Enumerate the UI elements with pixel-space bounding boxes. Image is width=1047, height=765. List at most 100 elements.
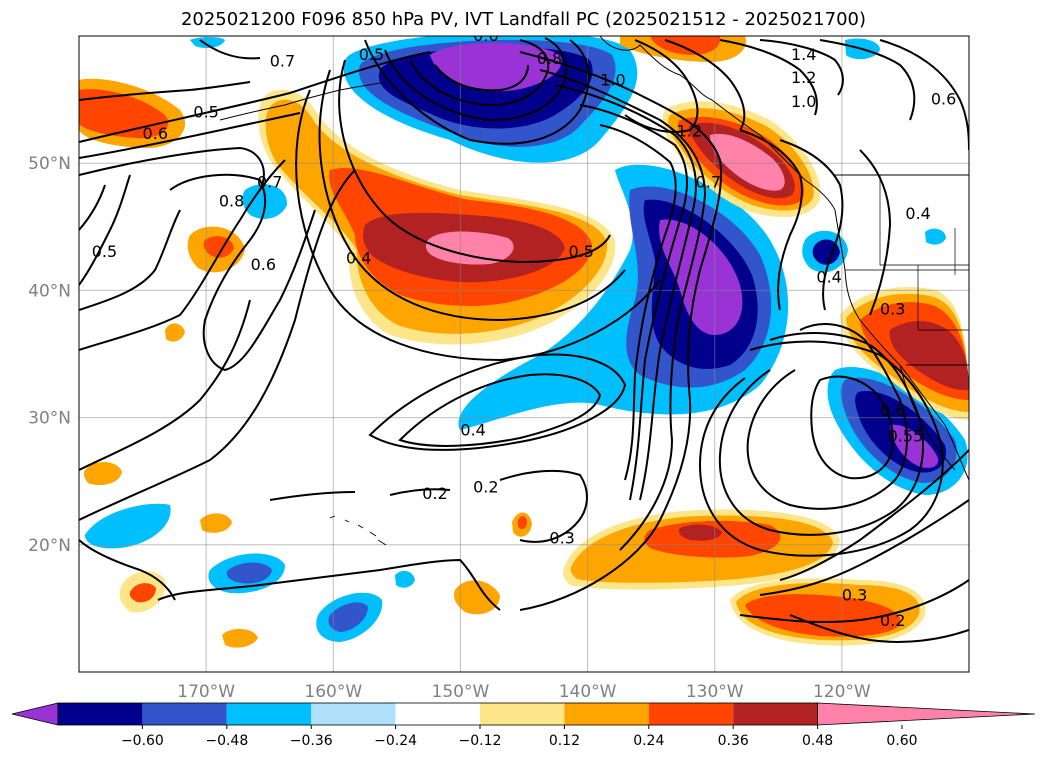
contour-line — [295, 89, 661, 362]
contour-line — [409, 39, 550, 107]
contour-line — [199, 39, 261, 60]
colorbar-bin — [395, 703, 480, 725]
contour-line — [79, 51, 431, 143]
contour-line — [739, 129, 803, 311]
contour-line — [79, 539, 176, 601]
coastline-alaska — [599, 36, 836, 211]
contour-line — [499, 469, 588, 543]
contour-label: 0.2 — [473, 478, 498, 497]
neg-anomaly-small-3-inner — [328, 602, 368, 632]
neg-anomaly-small-9 — [925, 228, 946, 245]
contour-line — [79, 299, 251, 471]
contour-line — [579, 104, 688, 501]
neg-anomaly-trough-core — [659, 219, 743, 335]
contour-line — [719, 39, 818, 116]
x-tick-label: 120°W — [813, 682, 871, 702]
contour-line — [698, 340, 944, 557]
contour-line — [269, 491, 356, 501]
colorbar-bin — [648, 703, 734, 725]
contour-label: 0.6 — [473, 26, 498, 45]
contour-line — [746, 323, 908, 510]
contour-line — [779, 139, 844, 311]
colorbar-extend-max — [817, 702, 1036, 726]
contour-line — [664, 39, 746, 131]
colorbar-label: 0.60 — [886, 733, 917, 749]
contour-line — [599, 124, 677, 481]
y-tick-label: 20°N — [28, 536, 71, 556]
contour-line — [79, 184, 106, 231]
contour-line — [718, 332, 924, 536]
chart-title: 2025021200 F096 850 hPa PV, IVT Landfall… — [180, 9, 867, 30]
contour-line — [759, 499, 969, 596]
contour-label: 0.7 — [270, 51, 295, 70]
colorbar-bin — [226, 703, 312, 725]
contour-line — [79, 112, 301, 159]
colorbar-label: 0.48 — [802, 733, 833, 749]
colorbar-bin — [733, 703, 818, 725]
colorbar-bin — [480, 703, 565, 725]
colorbar-label: 0.12 — [549, 733, 580, 749]
contour-line — [364, 39, 590, 145]
pos-anomaly-band-core — [425, 231, 514, 265]
contour-label: 0.2 — [422, 484, 447, 503]
x-tick-label: 150°W — [432, 682, 490, 702]
contour-line — [624, 39, 699, 133]
contour-line — [789, 614, 969, 643]
x-tick-label: 160°W — [304, 682, 362, 702]
contour-label: 0.5 — [359, 45, 384, 64]
colorbar-bin — [142, 703, 227, 725]
colorbar-label: −0.36 — [290, 733, 333, 749]
x-tick-label: 170°W — [177, 682, 235, 702]
y-tick-label: 30°N — [28, 409, 71, 429]
pos-anomaly-south-1-core — [678, 524, 722, 541]
contour-label: 1.2 — [677, 121, 702, 140]
neg-anomaly-small-8 — [395, 570, 415, 588]
y-tick-label: 40°N — [28, 281, 71, 301]
coastlines — [219, 36, 969, 546]
pos-anomaly-south-5 — [84, 461, 122, 486]
contour-label: 0.3 — [842, 586, 867, 605]
contour-label: 0.4 — [460, 420, 485, 439]
contour-labels: 0.7 0.5 0.6 0.8 1.0 1.2 1.4 1.2 1.0 0.6 0.5 0.6 0.7 0… — [92, 26, 957, 630]
pos-anomaly-swus-inner — [889, 321, 969, 391]
colorbar-bin — [311, 703, 396, 725]
contour-label: 0.7 — [257, 172, 282, 191]
contour-line — [318, 69, 626, 322]
contour-label: 0.5 — [193, 102, 218, 121]
colorbar-label: −0.60 — [121, 733, 164, 749]
contour-line — [398, 373, 602, 447]
contour-label: 0.6 — [880, 401, 905, 420]
contour-line — [384, 37, 568, 122]
pos-anomaly-south-7 — [222, 628, 258, 648]
contour-line — [519, 51, 723, 611]
contour-label: 1.0 — [791, 92, 816, 111]
colorbar-bin — [58, 703, 143, 725]
contour-line — [79, 146, 265, 191]
contour-label: 0.4 — [816, 268, 841, 287]
contour-line — [859, 149, 892, 316]
pos-anomaly-south-3-inner — [129, 583, 156, 603]
contour-line — [539, 69, 707, 551]
contour-label: 1.0 — [600, 71, 625, 90]
contour-line — [819, 39, 916, 121]
contour-label: 1.2 — [791, 68, 816, 87]
contour-label: 0.4 — [346, 249, 371, 268]
coastline-west-coast — [834, 209, 969, 481]
contour-label: 0.5 — [568, 242, 593, 261]
contour-line — [389, 488, 451, 496]
contour-line — [779, 449, 969, 581]
y-axis-ticks: 20°N 30°N 40°N 50°N — [28, 154, 71, 556]
map-frame — [78, 35, 970, 673]
contour-label: 0.8 — [537, 49, 562, 68]
colorbar-label: −0.48 — [205, 733, 248, 749]
contour-line — [434, 64, 529, 92]
colorbar-extend-min — [11, 702, 59, 726]
map-gridlines — [79, 36, 969, 672]
pos-anomaly-south-2-inner — [745, 594, 901, 637]
pos-anomaly-south-8 — [165, 323, 185, 342]
contour-label: 0.6 — [931, 90, 956, 109]
neg-anomaly-small-1 — [85, 503, 171, 549]
contour-label: 0.2 — [880, 611, 905, 630]
x-axis-ticks: 170°W 160°W 150°W 140°W 130°W 120°W — [177, 682, 871, 702]
